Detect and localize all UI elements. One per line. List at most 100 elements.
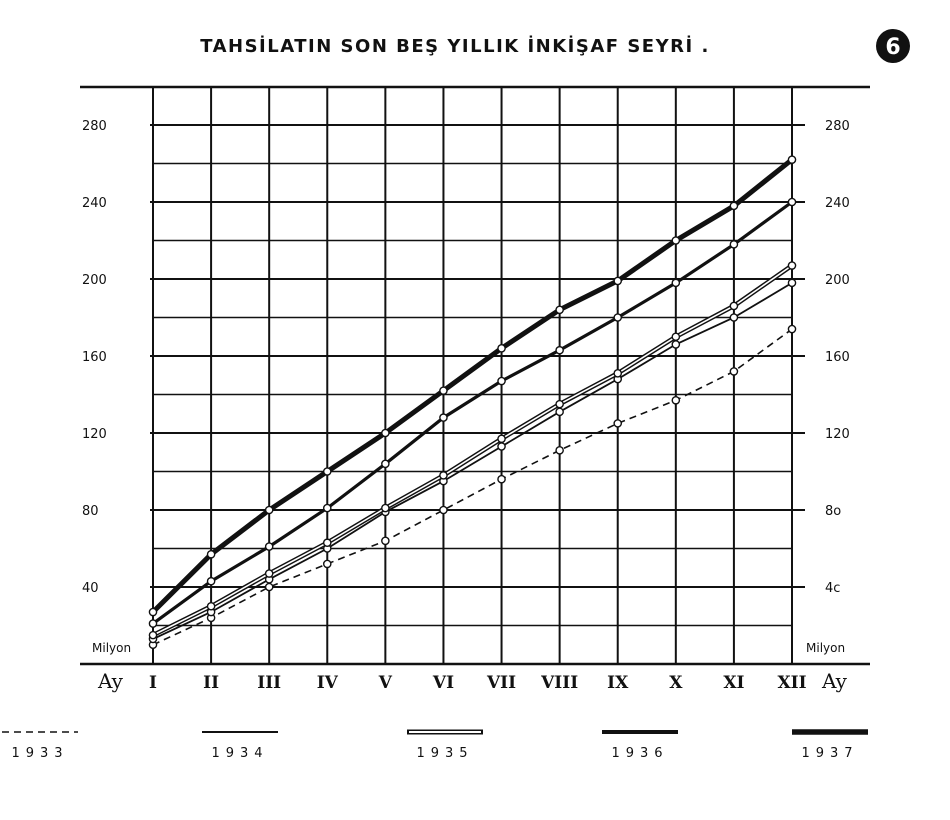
data-point-1937 xyxy=(497,343,506,353)
data-point-1935 xyxy=(497,434,506,444)
x-tick-label: VII xyxy=(486,673,516,693)
legend-entry-1936: 1936 xyxy=(602,730,678,761)
grid xyxy=(80,85,870,666)
y-tick-label-left: 200 xyxy=(82,273,107,288)
data-point-1936 xyxy=(439,413,448,422)
x-axis-label-left: Ay xyxy=(97,669,124,693)
data-point-1936 xyxy=(381,459,390,469)
series-lines xyxy=(148,155,797,650)
legend: 1933 1934 1935 1936 1937 xyxy=(2,729,868,761)
series-1937 xyxy=(148,155,797,617)
data-point-1936 xyxy=(148,619,158,628)
series-1935 xyxy=(148,261,797,640)
series-line-1934 xyxy=(152,282,793,640)
series-line-inner-1935 xyxy=(152,264,793,636)
y-tick-label-left: 120 xyxy=(82,427,107,442)
x-tick-label: VIII xyxy=(540,673,578,693)
data-point-1937 xyxy=(613,276,623,286)
unit-label-left: Milyon xyxy=(92,641,131,655)
data-point-1936 xyxy=(322,503,332,513)
data-point-1935 xyxy=(613,369,623,378)
axes: 40 4c 80 8o 120 120 160 160 200 200 240 240 280 280 Mi… xyxy=(82,119,850,693)
x-tick-label: II xyxy=(203,673,219,693)
page-badge-number: 6 xyxy=(885,35,900,60)
data-point-1937 xyxy=(787,155,797,164)
data-point-1935 xyxy=(439,471,448,480)
data-point-1933 xyxy=(439,505,448,515)
data-point-1936 xyxy=(264,542,274,551)
data-point-1936 xyxy=(206,576,216,586)
chart-title: TAHSİLATIN SON BEŞ YILLIK İNKİŞAF SEYRİ … xyxy=(200,35,710,57)
y-tick-label-right: 160 xyxy=(825,350,850,365)
data-point-1933 xyxy=(787,324,797,334)
page-badge: 6 xyxy=(876,29,910,63)
data-point-1933 xyxy=(613,419,623,428)
data-point-1937 xyxy=(555,305,564,315)
y-tick-label-right: 240 xyxy=(825,196,850,211)
y-tick-label-left: 80 xyxy=(82,504,99,519)
data-point-1937 xyxy=(264,505,274,515)
x-tick-label: IV xyxy=(317,673,339,693)
data-point-1935 xyxy=(555,399,564,409)
data-point-1935 xyxy=(206,601,216,611)
x-tick-label: IX xyxy=(607,673,629,693)
y-tick-label-right: 8o xyxy=(825,504,841,519)
page-badge-circle xyxy=(876,29,910,63)
y-tick-label-left: 40 xyxy=(82,581,99,596)
series-1936 xyxy=(148,197,797,628)
data-point-1933 xyxy=(671,395,681,405)
data-point-1937 xyxy=(729,201,739,211)
x-tick-label: VI xyxy=(432,673,454,693)
data-point-1937 xyxy=(206,549,216,559)
data-point-1933 xyxy=(555,446,564,455)
data-point-1934 xyxy=(787,278,797,288)
x-tick-label: I xyxy=(149,673,157,693)
series-line-1933 xyxy=(152,328,793,646)
data-point-1933 xyxy=(497,474,506,484)
legend-entry-1935: 1935 xyxy=(407,729,483,761)
data-point-1935 xyxy=(671,332,681,342)
y-tick-label-left: 240 xyxy=(82,196,107,211)
data-point-1936 xyxy=(613,313,623,322)
data-point-1935 xyxy=(787,261,797,270)
data-point-1935 xyxy=(322,538,332,548)
data-point-1936 xyxy=(787,197,797,207)
series-line-1935 xyxy=(152,263,794,638)
data-point-1933 xyxy=(322,559,332,569)
series-1933 xyxy=(148,324,797,650)
legend-label-1937: 1937 xyxy=(801,746,858,761)
y-tick-label-left: 160 xyxy=(82,350,107,365)
data-point-1937 xyxy=(381,428,390,438)
data-point-1933 xyxy=(729,367,739,376)
x-axis-label-right: Ay xyxy=(821,669,848,693)
series-line-1937 xyxy=(151,157,794,614)
unit-label-right: Milyon xyxy=(806,641,845,655)
data-point-1937 xyxy=(671,236,681,245)
data-point-1933 xyxy=(264,582,274,592)
legend-label-1933: 1933 xyxy=(11,746,68,761)
data-point-1936 xyxy=(555,345,564,355)
y-tick-label-right: 4c xyxy=(825,581,840,596)
y-tick-label-left: 280 xyxy=(82,119,107,134)
data-point-1934 xyxy=(671,340,681,349)
legend-label-1935: 1935 xyxy=(416,746,473,761)
y-tick-label-right: 200 xyxy=(825,273,850,288)
legend-entry-1933: 1933 xyxy=(2,731,78,761)
x-tick-label: X xyxy=(669,673,683,693)
data-point-1936 xyxy=(497,376,506,386)
x-tick-label: III xyxy=(257,673,281,693)
data-point-1933 xyxy=(381,536,390,546)
data-point-1935 xyxy=(264,569,274,578)
data-point-1935 xyxy=(381,503,390,513)
legend-entry-1934: 1934 xyxy=(202,731,278,761)
y-tick-label-right: 280 xyxy=(825,119,850,134)
data-point-1937 xyxy=(148,607,158,617)
data-point-1935 xyxy=(729,301,739,311)
data-point-1934 xyxy=(555,407,564,417)
data-point-1937 xyxy=(439,386,448,395)
data-point-1937 xyxy=(322,467,332,476)
data-point-1935 xyxy=(148,630,158,640)
x-tick-label: XII xyxy=(777,673,806,693)
